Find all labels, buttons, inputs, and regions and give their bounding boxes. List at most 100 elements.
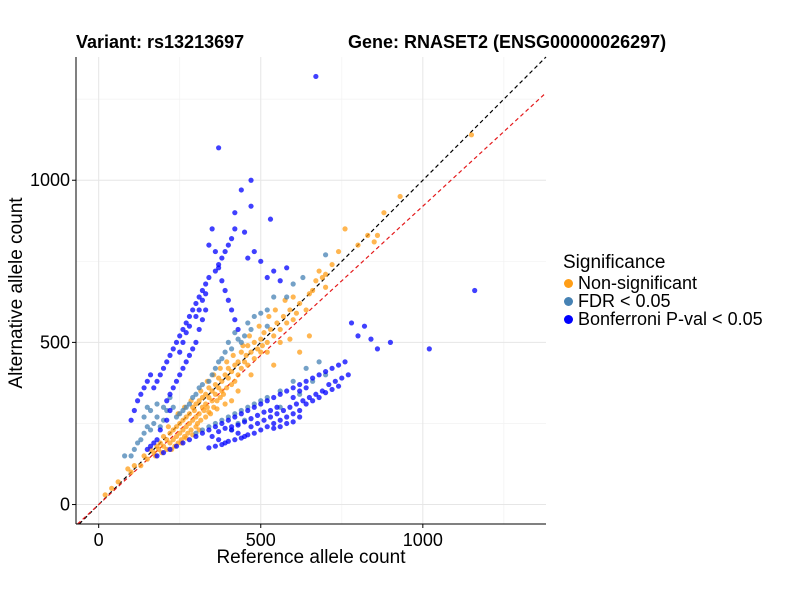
data-point: [203, 307, 209, 313]
data-point: [264, 274, 270, 281]
data-point: [238, 435, 244, 441]
data-point: [267, 414, 274, 420]
data-point: [151, 440, 157, 446]
data-point: [183, 414, 189, 420]
data-point: [193, 339, 199, 345]
data-point: [160, 365, 167, 371]
data-point: [232, 226, 238, 232]
data-point: [264, 307, 270, 313]
data-point: [232, 378, 238, 384]
data-point: [188, 427, 194, 433]
data-point: [203, 414, 209, 420]
data-point: [212, 365, 218, 371]
data-point: [290, 294, 296, 300]
data-point: [258, 427, 264, 433]
data-point: [222, 425, 228, 431]
data-point: [468, 132, 475, 138]
data-point: [277, 339, 283, 345]
data-point: [167, 352, 173, 358]
data-point: [280, 313, 287, 320]
data-point: [287, 404, 293, 410]
data-point: [251, 339, 257, 345]
data-point: [164, 417, 170, 423]
data-point: [313, 73, 319, 80]
data-point: [125, 466, 131, 472]
data-point: [212, 248, 218, 255]
data-point: [138, 391, 144, 397]
data-point: [254, 346, 261, 352]
data-point: [122, 453, 128, 459]
data-point: [374, 232, 381, 238]
data-point: [267, 326, 274, 333]
data-point: [203, 391, 209, 397]
data-point: [157, 440, 163, 446]
data-point: [190, 417, 196, 423]
data-point: [186, 401, 193, 407]
data-point: [151, 385, 157, 391]
data-point: [115, 479, 121, 485]
data-point: [141, 385, 147, 391]
data-point: [173, 339, 180, 345]
data-point: [267, 216, 274, 222]
legend-item-fdr: FDR < 0.05: [563, 292, 763, 310]
data-point: [183, 404, 189, 410]
data-point: [170, 346, 176, 352]
variant-title: Variant: rs13213697: [76, 32, 245, 52]
data-point: [225, 297, 231, 303]
data-point: [235, 372, 241, 378]
data-point: [222, 372, 228, 378]
data-point: [154, 414, 160, 420]
data-point: [154, 401, 160, 407]
data-point: [241, 333, 248, 339]
data-point: [190, 394, 196, 401]
data-point: [258, 349, 264, 355]
data-point: [245, 407, 251, 414]
data-point: [173, 378, 180, 384]
data-point: [177, 411, 183, 417]
data-point: [190, 404, 196, 410]
data-point: [238, 411, 244, 417]
data-point: [248, 424, 254, 430]
data-point: [128, 469, 134, 475]
data-point: [235, 430, 241, 436]
data-point: [287, 336, 293, 342]
data-point: [164, 398, 170, 404]
data-point: [290, 394, 296, 401]
data-point: [290, 411, 296, 417]
data-point: [246, 333, 253, 339]
data-point: [472, 287, 478, 294]
data-point: [261, 330, 267, 336]
data-point: [196, 411, 202, 417]
data-point: [193, 300, 199, 307]
data-point: [335, 383, 342, 389]
data-point: [216, 375, 222, 381]
data-point: [238, 365, 244, 371]
data-point: [284, 388, 290, 394]
data-point: [216, 437, 222, 443]
data-point: [199, 287, 206, 294]
data-point: [284, 294, 290, 300]
data-point: [193, 414, 199, 420]
data-point: [219, 441, 225, 448]
data-point: [232, 317, 238, 323]
data-point: [254, 412, 261, 418]
data-point: [284, 320, 290, 326]
legend-swatch-fdr: [564, 296, 573, 306]
x-axis-label: Reference allele count: [216, 547, 406, 568]
data-point: [219, 378, 225, 384]
data-point: [235, 422, 241, 428]
data-point: [180, 407, 186, 414]
data-point: [160, 404, 167, 410]
data-point: [225, 339, 231, 345]
data-point: [232, 414, 238, 420]
data-point: [134, 440, 141, 446]
data-point: [303, 378, 309, 384]
data-point: [258, 401, 264, 407]
data-point: [141, 453, 147, 459]
data-point: [134, 398, 141, 404]
gene-title: Gene: RNASET2 (ENSG00000026297): [348, 32, 667, 52]
data-point: [206, 274, 212, 281]
data-point: [144, 378, 150, 384]
data-point: [203, 281, 209, 287]
